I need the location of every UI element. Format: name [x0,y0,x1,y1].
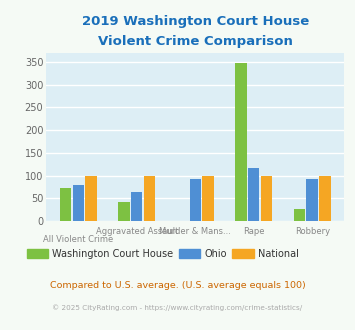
Bar [261,176,272,221]
Text: Violent Crime Comparison: Violent Crime Comparison [98,35,293,48]
Bar [319,176,331,221]
Text: All Violent Crime: All Violent Crime [43,235,114,244]
Bar [306,179,318,221]
Text: Compared to U.S. average. (U.S. average equals 100): Compared to U.S. average. (U.S. average … [50,281,305,290]
Bar [294,209,305,221]
Bar [131,191,142,221]
Text: 2019 Washington Court House: 2019 Washington Court House [82,15,309,28]
Legend: Washington Court House, Ohio, National: Washington Court House, Ohio, National [23,245,302,262]
Bar [119,202,130,221]
Bar [248,168,260,221]
Text: Murder & Mans...: Murder & Mans... [159,227,231,236]
Text: © 2025 CityRating.com - https://www.cityrating.com/crime-statistics/: © 2025 CityRating.com - https://www.city… [53,304,302,311]
Bar [190,179,201,221]
Bar [60,188,71,221]
Bar [73,185,84,221]
Bar [202,176,214,221]
Bar [144,176,155,221]
Text: Robbery: Robbery [295,227,330,236]
Bar [235,63,247,221]
Text: Aggravated Assault: Aggravated Assault [95,227,178,236]
Text: Rape: Rape [243,227,264,236]
Bar [85,176,97,221]
